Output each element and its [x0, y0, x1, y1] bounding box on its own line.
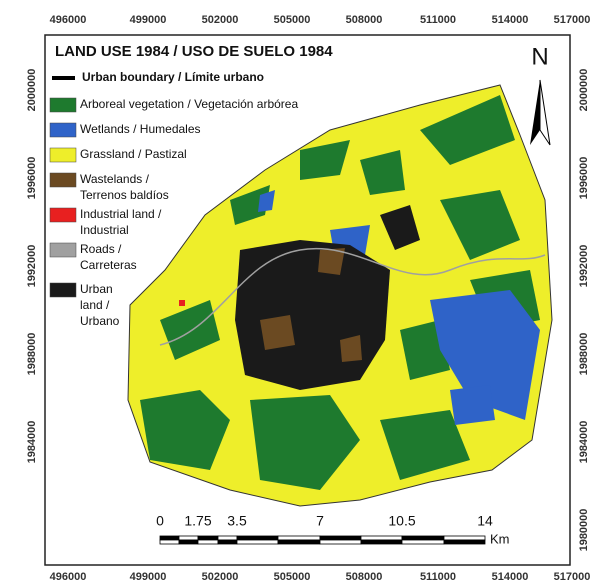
scale-segment: [319, 535, 362, 541]
x-coord-label: 511000: [420, 14, 456, 26]
x-coord-label: 517000: [554, 14, 591, 26]
scale-segment: [360, 539, 403, 545]
legend-label: Terrenos baldíos: [80, 188, 169, 202]
urban-land: [235, 240, 390, 390]
legend-label: Urban: [80, 282, 113, 296]
legend-label: Grassland / Pastizal: [80, 147, 187, 161]
map-title: LAND USE 1984 / USO DE SUELO 1984: [55, 43, 333, 60]
x-coord-label: 505000: [274, 571, 311, 583]
coordinates: 496000 499000 502000 505000 508000 511000 5140…: [26, 14, 590, 583]
scale-segment: [159, 539, 180, 545]
x-coord-label: 502000: [202, 571, 239, 583]
legend: Urban boundary / Límite urbano Arboreal v…: [49, 70, 298, 328]
scale-segment: [277, 535, 321, 541]
y-coord-label: 1984000: [26, 421, 38, 464]
scale-label: 7: [316, 513, 324, 529]
scale-segment: [401, 539, 445, 545]
study-area: [127, 84, 553, 507]
scale-segment: [443, 539, 486, 545]
scale-segment: [236, 539, 279, 545]
scale-segment: [217, 535, 238, 541]
y-coord-label: 1992000: [26, 245, 38, 288]
x-coord-label: 508000: [346, 571, 383, 583]
legend-label: Industrial: [80, 223, 129, 237]
scale-segment: [443, 535, 486, 541]
scale-segment: [319, 539, 362, 545]
legend-label: Arboreal vegetation / Vegetación arbórea: [80, 97, 298, 111]
y-coord-label: 1988000: [26, 333, 38, 376]
legend-label: Wetlands / Humedales: [80, 122, 201, 136]
legend-swatch: [49, 97, 77, 113]
urban-land: [380, 205, 420, 250]
x-coord-label: 514000: [492, 571, 529, 583]
legend-label: Wastelands /: [80, 172, 150, 186]
scale-label: 3.5: [227, 513, 247, 529]
legend-swatch: [49, 242, 77, 258]
y-coord-label: 1996000: [26, 157, 38, 200]
wastelands: [260, 248, 362, 362]
legend-swatch: [49, 122, 77, 138]
y-coord-label: 2000000: [578, 69, 590, 112]
river-road: [159, 247, 546, 346]
x-coord-label: 502000: [202, 14, 239, 26]
y-coord-label: 1980000: [578, 509, 590, 552]
legend-label: Carreteras: [80, 258, 137, 272]
y-coord-label: 1992000: [578, 245, 590, 288]
scale-segment: [236, 535, 279, 541]
scale-segment: [401, 535, 445, 541]
scale-label: 14: [477, 513, 493, 529]
y-coord-label: 1996000: [578, 157, 590, 200]
legend-label: Urban boundary / Límite urbano: [82, 70, 264, 84]
x-coord-label: 499000: [130, 14, 167, 26]
legend-swatch: [49, 282, 77, 298]
x-coord-label: 505000: [274, 14, 311, 26]
scale-label: 1.75: [184, 513, 211, 529]
x-coord-label: 508000: [346, 14, 383, 26]
legend-swatch: [49, 172, 77, 188]
x-coord-label: 514000: [492, 14, 529, 26]
x-coord-label: 511000: [420, 571, 456, 583]
x-coord-label: 496000: [50, 14, 87, 26]
scale-segment: [197, 535, 219, 541]
legend-swatch: [49, 147, 77, 163]
x-coord-label: 499000: [130, 571, 167, 583]
scale-segment: [217, 539, 238, 545]
industrial-land: [179, 300, 185, 306]
y-coord-label: 1988000: [578, 333, 590, 376]
x-coord-label: 496000: [50, 571, 87, 583]
legend-label: Urbano: [80, 314, 120, 328]
scale-label: 10.5: [388, 513, 415, 529]
scale-segment: [197, 539, 219, 545]
y-coord-label: 1984000: [578, 421, 590, 464]
scale-segment: [159, 535, 180, 541]
scale-bar: 0 1.75 3.5 7 10.5 14 Km: [156, 513, 509, 547]
y-coord-label: 2000000: [26, 69, 38, 112]
scale-unit: Km: [490, 531, 510, 546]
scale-segment: [178, 539, 199, 545]
north-arrow: N: [530, 43, 551, 146]
scale-segment: [360, 535, 403, 541]
scale-segment: [178, 535, 199, 541]
legend-swatch: [49, 207, 77, 223]
scale-label: 0: [156, 513, 164, 529]
scale-segment: [277, 539, 321, 545]
legend-label: land /: [80, 298, 110, 312]
x-coord-label: 517000: [554, 571, 591, 583]
legend-label: Industrial land /: [80, 207, 162, 221]
north-label: N: [531, 43, 548, 70]
legend-label: Roads /: [80, 242, 122, 256]
